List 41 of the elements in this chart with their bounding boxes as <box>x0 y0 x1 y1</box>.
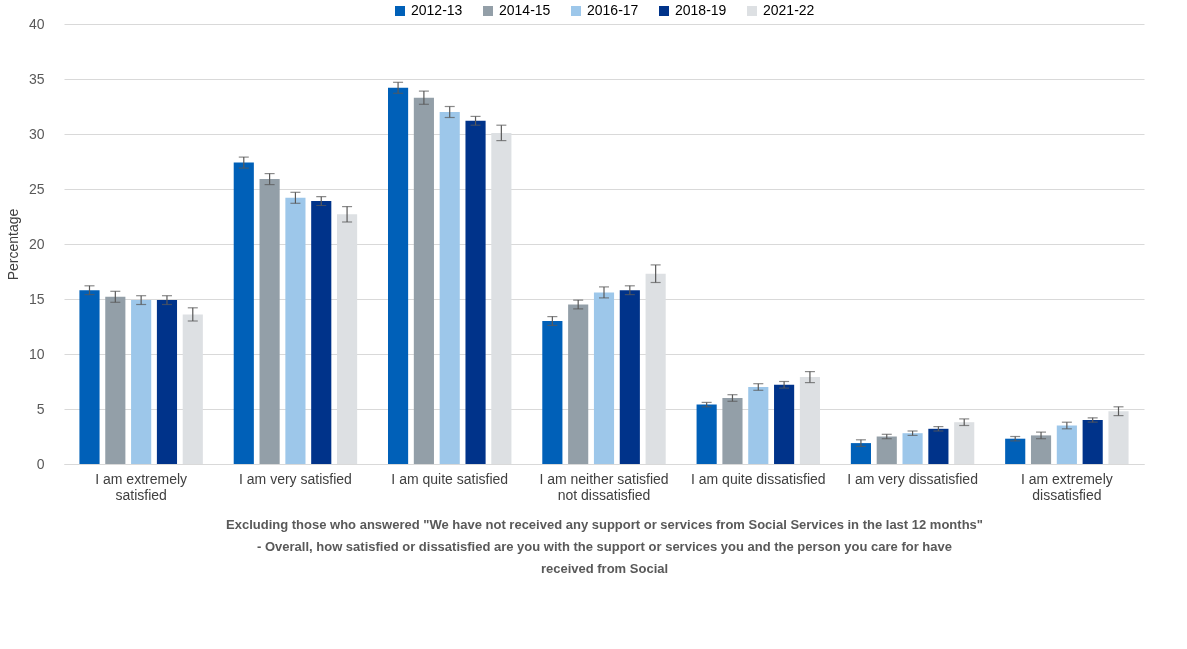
bar <box>593 292 615 464</box>
x-tick-label: I am extremely dissatisfied <box>1020 470 1113 503</box>
bar <box>233 162 254 464</box>
bar <box>928 428 949 464</box>
bar <box>542 321 563 464</box>
legend-label: 2021-22 <box>763 2 815 18</box>
bar <box>568 304 589 464</box>
x-tick-label: I am neither satisfied not dissatisfied <box>539 470 669 503</box>
bar <box>465 120 486 464</box>
bar <box>79 290 100 464</box>
y-tick-label: 35 <box>28 70 45 87</box>
y-axis-title: Percentage <box>4 208 21 281</box>
y-tick-label: 40 <box>28 15 45 32</box>
y-tick-label: 0 <box>36 455 45 472</box>
bar <box>1030 435 1052 464</box>
x-tick-label: I am quite satisfied <box>391 470 509 487</box>
bar <box>413 97 434 464</box>
bar <box>439 112 460 464</box>
y-tick-label: 10 <box>28 345 45 362</box>
y-tick-label: 25 <box>28 180 45 197</box>
x-tick-label: I am very dissatisfied <box>847 470 978 487</box>
x-tick-label: I am very satisfied <box>239 470 352 487</box>
bar <box>259 179 280 464</box>
y-tick-label: 5 <box>36 400 45 417</box>
bar <box>285 197 306 464</box>
x-tick-label: I am extremely satisfied <box>95 470 188 503</box>
x-tick-label: I am quite dissatisfied <box>690 470 826 487</box>
y-tick-label: 15 <box>28 290 45 307</box>
bar <box>311 201 332 464</box>
legend-label: 2016-17 <box>587 2 639 18</box>
bar <box>388 87 409 464</box>
y-tick-label: 30 <box>28 125 45 142</box>
legend-label: 2012-13 <box>411 2 463 18</box>
bar <box>619 290 640 464</box>
bar <box>156 300 178 464</box>
legend-label: 2018-19 <box>675 2 727 18</box>
legend-label: 2014-15 <box>499 2 551 18</box>
y-tick-label: 20 <box>28 235 45 252</box>
bar <box>105 296 126 464</box>
x-axis-title: Excluding those who answered "We have not received any support or services from Social Services in the last 12 months" - Overall, how satisfied or dissatisfied are you with the support or services you and the person you care for have received from Social <box>226 516 983 576</box>
bar <box>131 300 152 464</box>
